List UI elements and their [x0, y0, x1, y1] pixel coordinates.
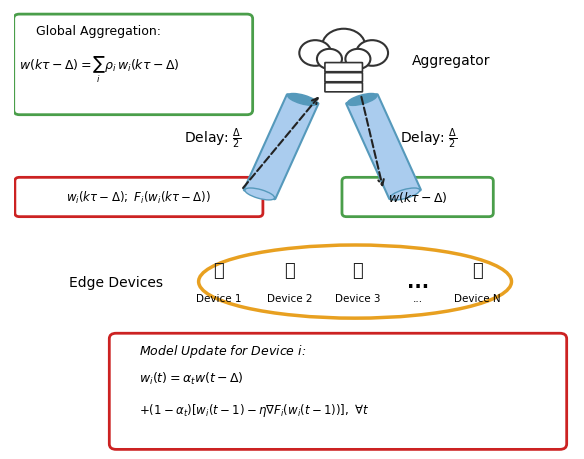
Ellipse shape	[390, 189, 420, 201]
Circle shape	[322, 30, 366, 64]
Ellipse shape	[288, 94, 317, 106]
Circle shape	[356, 41, 388, 67]
Text: Device 2: Device 2	[267, 293, 312, 303]
FancyBboxPatch shape	[14, 15, 253, 116]
Text: $+(1-\alpha_t)[w_i(t-1) - \eta\nabla F_i(w_i(t-1))],\ \forall t$: $+(1-\alpha_t)[w_i(t-1) - \eta\nabla F_i…	[139, 401, 369, 418]
Text: Delay: $\frac{\Delta}{2}$: Delay: $\frac{\Delta}{2}$	[400, 126, 458, 151]
Circle shape	[300, 41, 331, 67]
FancyBboxPatch shape	[325, 84, 363, 93]
Text: Edge Devices: Edge Devices	[69, 275, 163, 289]
Text: Device 3: Device 3	[335, 293, 381, 303]
FancyBboxPatch shape	[325, 73, 363, 83]
Ellipse shape	[245, 189, 274, 201]
Text: Delay: $\frac{\Delta}{2}$: Delay: $\frac{\Delta}{2}$	[184, 126, 242, 151]
Text: 🏠: 🏠	[213, 262, 224, 280]
Text: ...: ...	[406, 273, 429, 291]
Text: Device N: Device N	[454, 293, 500, 303]
FancyBboxPatch shape	[346, 95, 421, 200]
FancyBboxPatch shape	[325, 63, 363, 73]
FancyBboxPatch shape	[15, 178, 263, 217]
Text: 👍: 👍	[472, 262, 483, 280]
Text: $w(k\tau-\Delta)$: $w(k\tau-\Delta)$	[388, 190, 447, 205]
Text: Aggregator: Aggregator	[412, 54, 491, 67]
Ellipse shape	[199, 246, 512, 319]
FancyBboxPatch shape	[342, 178, 493, 217]
Ellipse shape	[347, 94, 377, 106]
Text: Model Update for Device $i$:: Model Update for Device $i$:	[139, 342, 306, 359]
Text: Device 1: Device 1	[196, 293, 241, 303]
Text: $w_i(t) = \alpha_t w(t-\Delta)$: $w_i(t) = \alpha_t w(t-\Delta)$	[139, 370, 244, 386]
FancyBboxPatch shape	[109, 334, 566, 449]
Text: Global Aggregation:: Global Aggregation:	[36, 24, 162, 38]
FancyBboxPatch shape	[244, 95, 318, 200]
Text: $w(k\tau-\Delta)=\sum_{i}\rho_i\, w_i(k\tau-\Delta)$: $w(k\tau-\Delta)=\sum_{i}\rho_i\, w_i(k\…	[19, 55, 179, 85]
Text: ...: ...	[412, 293, 423, 303]
Circle shape	[317, 50, 342, 70]
Text: 📱: 📱	[284, 262, 295, 280]
Text: $w_i(k\tau-\Delta);\ F_i(w_i(k\tau-\Delta))$: $w_i(k\tau-\Delta);\ F_i(w_i(k\tau-\Delt…	[67, 190, 211, 206]
Circle shape	[345, 50, 370, 70]
Text: 🚗: 🚗	[353, 262, 363, 280]
